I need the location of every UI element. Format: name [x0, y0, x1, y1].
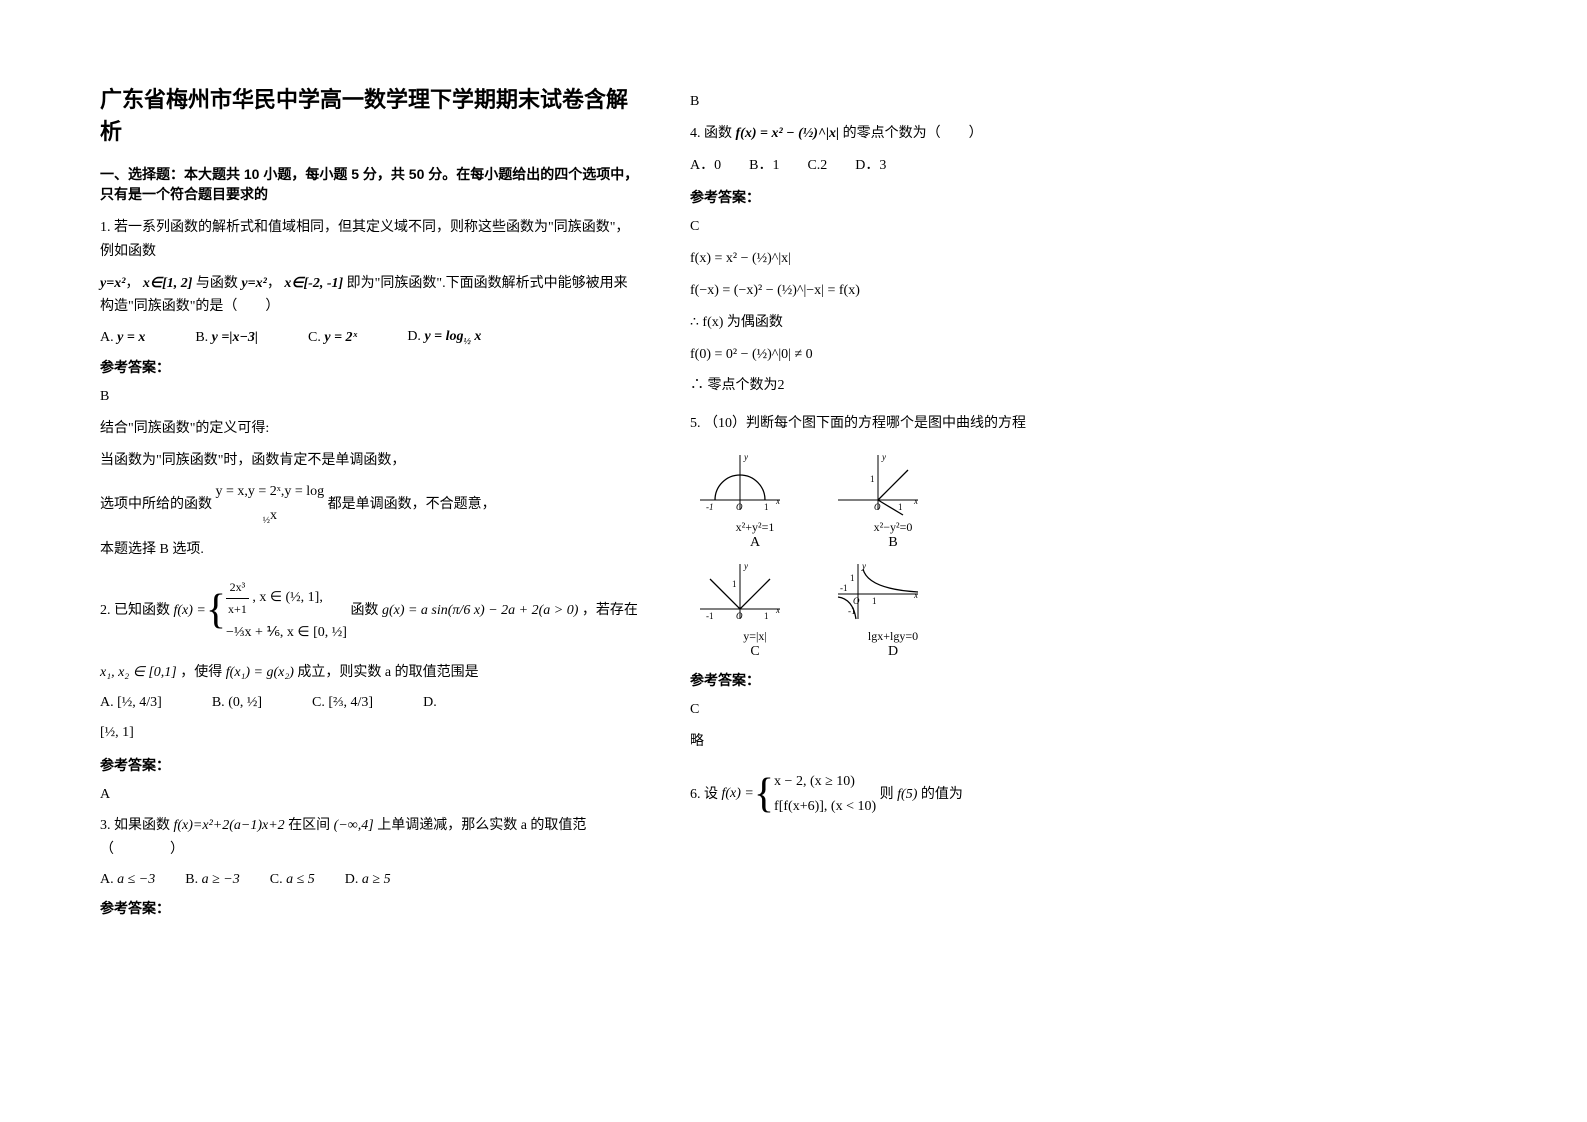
svg-text:y: y [743, 452, 748, 462]
q4-e2: f(−x) = (−x)² − (½)^|−x| = f(x) [690, 279, 1150, 303]
svg-text:y: y [881, 452, 886, 462]
q1-options: A. y = x B. y =|x−3| C. y = 2ˣ D. y = lo… [100, 329, 640, 347]
svg-text:-1: -1 [848, 606, 856, 616]
q5-answer-note: 略 [690, 730, 1150, 754]
q1-optB: B. y =|x−3| [195, 330, 258, 346]
svg-text:1: 1 [850, 573, 855, 583]
q3-optC: C. a ≤ 5 [270, 872, 315, 888]
q1-linkword: 与函数 [196, 276, 238, 291]
semicircle-icon: -1 O 1 x y [690, 450, 790, 520]
section-1-heading: 一、选择题：本大题共 10 小题，每小题 5 分，共 50 分。在每小题给出的四… [100, 164, 640, 204]
page-title: 广东省梅州市华民中学高一数学理下学期期末试卷含解析 [100, 82, 640, 146]
q2-optB: B. (0, ½] [212, 695, 262, 711]
v-shape-icon: -1 O 1 1 x y [690, 559, 790, 629]
q4-stem: 4. 函数 f(x) = x² − (½)^|x| 的零点个数为（ ） [690, 122, 1150, 146]
q2-optD-value: [½, 1] [100, 721, 640, 745]
q5-answer-label: 参考答案： [690, 670, 1150, 690]
q1-optD: D. y = log½ x [407, 329, 481, 347]
q3-optD: D. a ≥ 5 [345, 872, 391, 888]
q1-expl1: 结合"同族函数"的定义可得: [100, 417, 640, 441]
q5-graphA-eq: x²+y²=1 [690, 520, 820, 535]
q3-answer-letter: B [690, 90, 1150, 114]
svg-text:1: 1 [872, 596, 877, 606]
svg-text:O: O [736, 502, 743, 512]
q4-e3: ∴ f(x) 为偶函数 [690, 311, 1150, 335]
q2-answer-letter: A [100, 783, 640, 807]
q1-domain2: x∈[-2, -1] [284, 276, 343, 291]
hyperbola-icon: -1 O 1 1 -1 x y [828, 559, 928, 629]
q3-answer-label: 参考答案： [100, 898, 640, 918]
q1-domain1: x∈[1, 2] [143, 276, 193, 291]
q3-stem: 3. 如果函数 f(x)=x²+2(a−1)x+2 在区间 (−∞,4] 上单调… [100, 814, 640, 862]
q2-fx: f(x) = { 2x³x+1 , x ∈ (½, 1], −⅓x + ⅙, x… [174, 575, 347, 647]
q2-answer-label: 参考答案： [100, 755, 640, 775]
svg-text:1: 1 [732, 579, 737, 589]
q5-graph-A: -1 O 1 x y x²+y²=1 A [690, 450, 820, 551]
svg-text:1: 1 [870, 474, 875, 484]
q2-stem: 2. 已知函数 f(x) = { 2x³x+1 , x ∈ (½, 1], −⅓… [100, 575, 640, 647]
right-column: B 4. 函数 f(x) = x² − (½)^|x| 的零点个数为（ ） A．… [680, 82, 1160, 835]
left-column: 广东省梅州市华民中学高一数学理下学期期末试卷含解析 一、选择题：本大题共 10 … [90, 82, 650, 924]
q1-expl4: 本题选择 B 选项. [100, 538, 640, 562]
q5-graphB-label: B [828, 535, 958, 551]
q1-expl2: 当函数为"同族函数"时，函数肯定不是单调函数， [100, 449, 640, 473]
q3-options: A. a ≤ −3 B. a ≥ −3 C. a ≤ 5 D. a ≥ 5 [100, 872, 640, 888]
q5-graph-B: O 1 1 x y x²−y²=0 B [828, 450, 958, 551]
q4-answer-letter: C [690, 215, 1150, 239]
q5-graphC-eq: y=|x| [690, 629, 820, 644]
q5-graphD-label: D [828, 644, 958, 660]
q2-options: A. [½, 4/3] B. (0, ½] C. [⅔, 4/3] D. [100, 695, 640, 711]
svg-text:x: x [775, 605, 780, 615]
q4-answer-label: 参考答案： [690, 187, 1150, 207]
q5-answer-letter: C [690, 698, 1150, 722]
svg-text:1: 1 [764, 502, 769, 512]
q1-optC: C. y = 2ˣ [308, 330, 357, 346]
q5-graph-D: -1 O 1 1 -1 x y lgx+lgy=0 D [828, 559, 958, 660]
q4-e5: ∴ 零点个数为2 [690, 374, 1150, 398]
q1-expr2: y=x² [241, 276, 266, 291]
svg-text:1: 1 [764, 611, 769, 621]
q4-e1: f(x) = x² − (½)^|x| [690, 247, 1150, 271]
q2-optD: D. [423, 695, 437, 711]
q5-graphB-eq: x²−y²=0 [828, 520, 958, 535]
svg-text:y: y [743, 561, 748, 571]
q2-optA: A. [½, 4/3] [100, 695, 162, 711]
svg-text:1: 1 [898, 502, 903, 512]
svg-text:x: x [913, 590, 918, 600]
svg-text:O: O [736, 611, 743, 621]
q5-stem: 5. （10）判断每个图下面的方程哪个是图中曲线的方程 [690, 412, 1150, 436]
q1-answer-letter: B [100, 385, 640, 409]
q1-expr1: y=x² [100, 276, 125, 291]
q6-stem: 6. 设 f(x) = { x − 2, (x ≥ 10) f[f(x+6)],… [690, 768, 1150, 822]
q5-graphC-label: C [690, 644, 820, 660]
q6-fx: f(x) = { x − 2, (x ≥ 10) f[f(x+6)], (x <… [722, 768, 877, 822]
q1-expr-line: y=x²， x∈[1, 2] 与函数 y=x²， x∈[-2, -1] 即为"同… [100, 272, 640, 320]
svg-text:-1: -1 [706, 502, 714, 512]
svg-text:x: x [913, 496, 918, 506]
q5-graph-C: -1 O 1 1 x y y=|x| C [690, 559, 820, 660]
svg-text:O: O [853, 596, 860, 606]
q1-expl3: 选项中所给的函数 y = x,y = 2ˣ,y = log½x 都是单调函数，不… [100, 480, 640, 529]
q5-graphs: -1 O 1 x y x²+y²=1 A O 1 1 x y x²−y²=0 [690, 450, 970, 660]
svg-text:O: O [874, 502, 881, 512]
svg-text:-1: -1 [706, 611, 714, 621]
q3-optA: A. a ≤ −3 [100, 872, 155, 888]
cross-lines-icon: O 1 1 x y [828, 450, 928, 520]
q1-answer-label: 参考答案： [100, 357, 640, 377]
svg-text:y: y [861, 561, 866, 571]
q1-stem: 1. 若一系列函数的解析式和值域相同，但其定义域不同，则称这些函数为"同族函数"… [100, 216, 640, 264]
q3-optB: B. a ≥ −3 [185, 872, 239, 888]
q4-e4: f(0) = 0² − (½)^|0| ≠ 0 [690, 343, 1150, 367]
q4-options: A．0 B．1 C.2 D．3 [690, 154, 1150, 178]
q2-line2: x₁, x₂ ∈ [0,1] ，使得 f(x₁) = g(x₂) 成立，则实数 … [100, 661, 640, 685]
q2-optC: C. [⅔, 4/3] [312, 695, 373, 711]
q5-graphA-label: A [690, 535, 820, 551]
svg-text:x: x [775, 496, 780, 506]
svg-text:-1: -1 [840, 583, 848, 593]
q1-optA: A. y = x [100, 330, 145, 346]
q5-graphD-eq: lgx+lgy=0 [828, 629, 958, 644]
